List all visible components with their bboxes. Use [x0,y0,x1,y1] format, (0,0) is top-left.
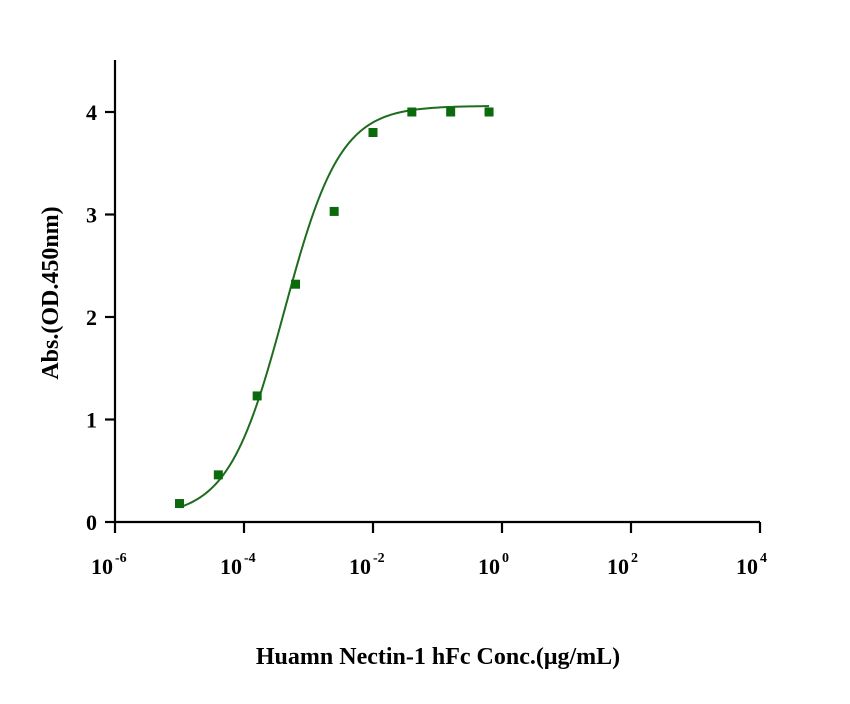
data-point [329,206,339,216]
x-tick-exponent: 4 [760,551,767,566]
x-tick-base: 10 [91,554,113,579]
x-tick-base: 10 [607,554,629,579]
x-tick-base: 10 [478,554,500,579]
data-point [291,279,301,289]
y-tick-label: 4 [86,100,97,125]
data-point [213,470,223,480]
x-tick-exponent: -2 [373,551,385,566]
data-point [252,391,262,401]
y-tick-label: 3 [86,203,97,228]
x-ticks: 10 -6 10 -4 10 -2 10 0 10 2 10 4 [91,522,767,579]
x-tick-label: 10 4 [736,551,767,579]
data-points [175,107,494,509]
x-tick-base: 10 [736,554,758,579]
x-tick-exponent: 0 [502,551,509,566]
x-tick-label: 10 2 [607,551,638,579]
y-tick-label: 2 [86,305,97,330]
x-tick-label: 10 -2 [349,551,385,579]
x-axis-title: Huamn Nectin-1 hFc Conc.(μg/mL) [256,644,620,670]
data-point [368,128,378,137]
data-point [175,499,184,509]
x-tick-base: 10 [349,554,371,579]
x-tick-label: 10 -4 [220,551,256,579]
x-tick-base: 10 [220,554,242,579]
data-point [446,107,456,117]
y-tick-label: 1 [86,408,97,433]
data-point [484,107,494,117]
x-tick-exponent: -6 [115,551,127,566]
x-tick-label: 10 0 [478,551,509,579]
y-ticks: 0 1 2 3 4 [86,100,115,535]
x-tick-exponent: 2 [631,551,638,566]
y-axis-title: Abs.(OD.450nm) [38,206,64,379]
fit-curve [179,105,490,509]
axes [113,60,760,524]
y-tick-label: 0 [86,510,97,535]
data-point [407,107,417,117]
x-tick-exponent: -4 [244,551,256,566]
x-tick-label: 10 -6 [91,551,127,579]
